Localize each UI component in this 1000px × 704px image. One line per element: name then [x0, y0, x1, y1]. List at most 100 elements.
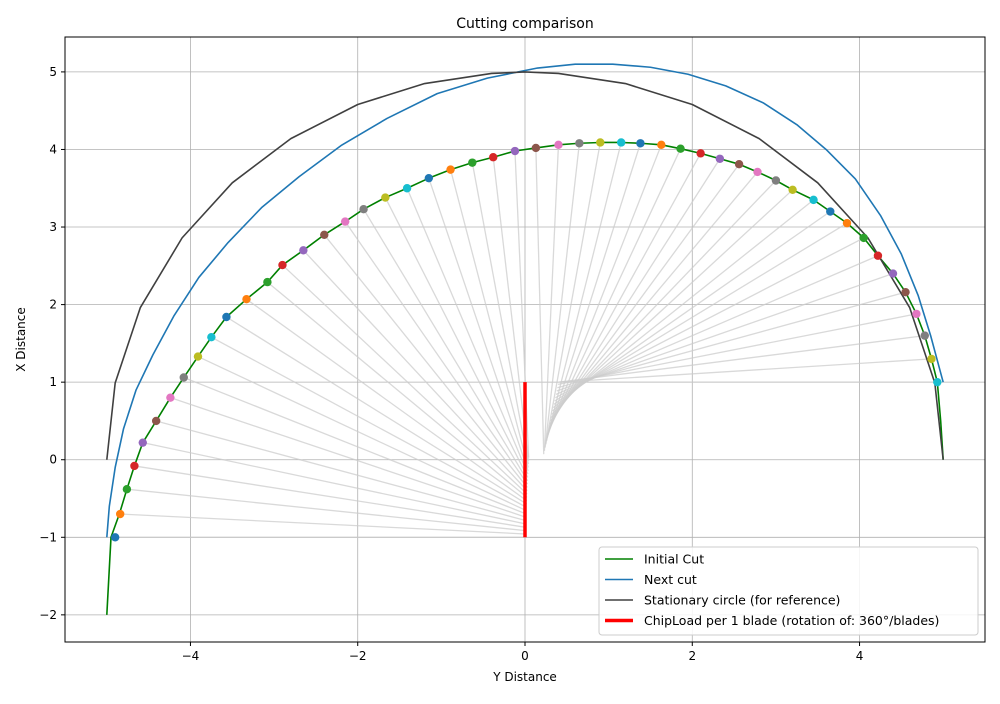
scatter-point — [489, 153, 498, 162]
scatter-point — [859, 233, 868, 243]
scatter-point — [826, 207, 835, 216]
x-tick-label: 4 — [856, 649, 864, 663]
legend: Initial Cut Next cut Stationary circle (fo… — [598, 546, 979, 636]
scatter-point — [340, 217, 350, 226]
grid — [65, 37, 985, 642]
radial-line — [142, 442, 527, 525]
scatter-point — [920, 331, 929, 340]
scatter-point — [912, 309, 921, 319]
radial-line — [554, 222, 848, 402]
scatter-point — [179, 373, 188, 382]
radial-line — [406, 187, 529, 475]
radial-line — [155, 420, 527, 522]
y-tick-label: 2 — [49, 298, 57, 312]
radial-line — [344, 221, 529, 485]
scatter-point — [110, 533, 120, 542]
scatter-point — [788, 185, 797, 195]
radial-line — [449, 169, 529, 468]
scatter-point — [888, 269, 898, 278]
radial-line — [557, 313, 917, 386]
scatter-point — [873, 251, 883, 260]
legend-entry-3: ChipLoad per 1 blade (rotation of: 360°/… — [644, 613, 939, 628]
scatter-point — [468, 158, 477, 167]
scatter-point — [359, 204, 368, 214]
radial-line — [282, 264, 528, 495]
scatter-point — [531, 143, 541, 153]
scatter-point — [242, 294, 251, 304]
scatter-point — [299, 246, 308, 255]
radial-line — [558, 334, 925, 383]
scatter-point — [402, 184, 412, 193]
radial-line — [363, 208, 529, 482]
scatter-point — [446, 165, 455, 174]
scatter-point — [753, 167, 762, 177]
x-tick-label: −4 — [182, 649, 200, 663]
radial-lines — [115, 142, 938, 538]
x-tick-label: 2 — [688, 649, 696, 663]
radial-line — [551, 180, 777, 415]
radial-line — [550, 171, 759, 419]
x-tick-label: −2 — [349, 649, 367, 663]
scatter-point — [927, 354, 936, 364]
y-tick-label: 4 — [49, 142, 57, 156]
scatter-point — [207, 332, 216, 342]
legend-box — [598, 546, 979, 636]
x-tick-label: 0 — [521, 649, 529, 663]
radial-line — [545, 142, 622, 442]
scatter-point — [381, 193, 390, 202]
scatter-point — [657, 140, 666, 150]
radial-line — [323, 234, 528, 488]
radial-line — [302, 249, 528, 492]
legend-entry-0: Initial Cut — [644, 552, 704, 567]
scatter-point — [554, 140, 563, 150]
scatter-points — [110, 138, 942, 542]
series-line-1 — [106, 63, 944, 538]
scatter-point — [130, 461, 139, 471]
scatter-point — [116, 509, 125, 519]
radial-line — [266, 281, 528, 498]
y-tick-label: 1 — [49, 375, 57, 389]
scatter-point — [901, 287, 910, 297]
radial-line — [544, 143, 581, 448]
scatter-point — [424, 173, 434, 183]
scatter-point — [222, 312, 231, 322]
radial-line — [557, 291, 906, 389]
radial-line — [553, 210, 831, 405]
scatter-point — [263, 277, 272, 287]
radial-line — [126, 488, 526, 532]
scatter-point — [166, 393, 175, 402]
radial-line — [552, 199, 814, 409]
chart-title: Cutting comparison — [456, 16, 593, 32]
y-tick-label: 3 — [49, 220, 57, 234]
radial-line — [384, 197, 529, 478]
radial-line — [545, 142, 601, 445]
scatter-point — [636, 139, 645, 148]
scatter-point — [676, 144, 685, 153]
legend-entry-2: Stationary circle (for reference) — [644, 593, 840, 608]
radial-line — [535, 147, 545, 455]
radial-line — [134, 465, 526, 528]
radial-line — [183, 376, 527, 515]
radial-line — [555, 237, 865, 399]
radial-line — [552, 189, 794, 412]
scatter-point — [696, 149, 705, 158]
radial-line — [170, 397, 527, 518]
y-axis-label: X Distance — [14, 307, 28, 372]
radial-line — [246, 298, 528, 502]
radial-line — [547, 144, 662, 435]
y-tick-label: 5 — [49, 65, 57, 79]
x-axis-label: Y Distance — [492, 670, 557, 684]
axis-ticks: −4 −2 0 2 4 −2 −1 0 1 2 3 4 5 — [39, 65, 863, 663]
scatter-point — [933, 377, 942, 387]
radial-line — [492, 157, 530, 461]
y-tick-label: −2 — [39, 608, 57, 622]
scatter-point — [122, 484, 132, 494]
y-tick-label: 0 — [49, 453, 57, 467]
scatter-point — [320, 230, 329, 239]
radial-line — [428, 177, 529, 472]
radial-line — [543, 144, 560, 451]
scatter-point — [151, 416, 161, 426]
scatter-point — [715, 154, 725, 163]
